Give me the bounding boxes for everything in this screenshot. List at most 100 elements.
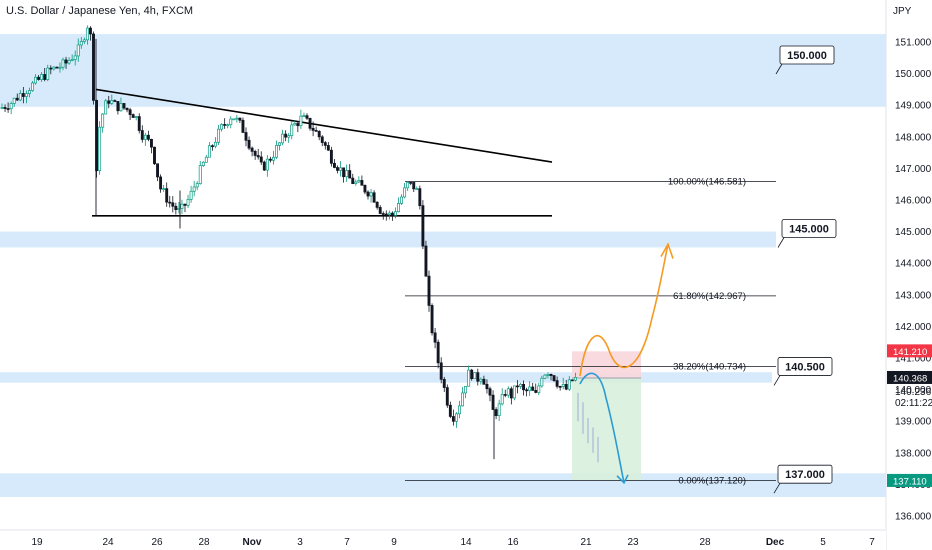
candlestick-series [0, 25, 599, 463]
price-tag-bg [887, 370, 932, 384]
candle [12, 97, 16, 107]
candle-body [101, 113, 105, 128]
candle [220, 123, 224, 132]
candle-body [235, 117, 239, 120]
candle [360, 175, 364, 186]
candle-body [394, 211, 397, 216]
candle-body [534, 390, 538, 393]
candle-body [43, 74, 47, 80]
candle-body [119, 103, 123, 112]
candle [491, 390, 495, 410]
candle [256, 148, 260, 160]
candle [418, 185, 422, 210]
candle [363, 184, 367, 195]
chart-title: U.S. Dollar / Japanese Yen, 4h, FXCM [6, 5, 193, 17]
scenario-arrows [579, 242, 674, 485]
candle [445, 384, 449, 408]
candle [515, 380, 519, 394]
candle [503, 389, 507, 398]
candle [28, 87, 31, 98]
price-tick-label: 149.000 [895, 101, 932, 112]
candle [290, 121, 294, 140]
candle [73, 50, 77, 66]
price-tag: 141.210 [887, 344, 932, 358]
candle [467, 365, 471, 387]
candle-body [333, 162, 336, 168]
price-tick-label: 148.000 [895, 132, 932, 143]
candle-body [122, 103, 126, 109]
price-tick-label: 147.000 [895, 164, 932, 175]
candle [317, 130, 321, 141]
candle-body [500, 394, 504, 405]
candle [448, 401, 452, 419]
trendlines [92, 88, 553, 217]
candle-body [476, 372, 480, 382]
candle [561, 377, 565, 390]
candle [455, 412, 458, 428]
candle [522, 380, 526, 396]
candle [275, 140, 278, 160]
candle [195, 181, 199, 191]
candle [211, 144, 214, 151]
time-axis[interactable]: 19 24 26 28 Nov 3 7 9 14 16 21 23 28 Dec 5 7 [31, 537, 875, 548]
candle [482, 375, 486, 385]
candle [436, 339, 440, 369]
candle [119, 97, 123, 112]
candle [183, 203, 187, 213]
candle-body [244, 132, 248, 141]
candle-body [64, 59, 68, 64]
candle [272, 150, 275, 165]
candle-body [308, 117, 312, 129]
price-tick-label: 141.000 [895, 354, 932, 365]
candle [0, 103, 4, 110]
candle [458, 400, 461, 419]
candle [336, 165, 339, 174]
projected-candle [597, 437, 599, 463]
price-tick-label: 150.000 [895, 69, 932, 80]
candle-body [378, 207, 382, 214]
candle-body [52, 66, 56, 70]
candle [247, 136, 251, 151]
candle-body [55, 66, 59, 69]
candle-body [88, 27, 92, 35]
candle-body [183, 203, 187, 206]
descending-trendline [95, 88, 553, 163]
time-tick-label: 3 [297, 537, 303, 548]
candle-body [299, 115, 303, 127]
candle-body [250, 147, 254, 152]
candle [348, 164, 352, 179]
candle-body [174, 205, 178, 210]
candle [229, 116, 233, 129]
candle [314, 126, 318, 132]
candle [113, 99, 117, 102]
candle-body [433, 332, 437, 343]
candle [250, 146, 254, 157]
candle-body [329, 149, 333, 164]
candle-body [95, 100, 98, 172]
candle-body [143, 134, 147, 140]
sr-zone-145-000 [0, 231, 776, 248]
candle-body [519, 384, 522, 387]
candle-body [70, 59, 74, 61]
price-axis[interactable]: 136.000137.000138.000139.000140.000141.0… [887, 38, 932, 523]
candle-body [201, 161, 205, 166]
candle-body [287, 135, 291, 138]
candle-body [512, 385, 516, 399]
candle-body [558, 385, 562, 388]
candle-body [214, 141, 217, 147]
price-tag-bg [887, 473, 932, 487]
candle-body [21, 93, 25, 97]
candle [387, 210, 391, 220]
bullish-arrow-head [660, 242, 674, 259]
time-tick-label: 21 [580, 537, 592, 548]
candle-body [104, 100, 108, 115]
candle [326, 142, 330, 151]
candle-body [525, 389, 529, 392]
candle [473, 372, 477, 380]
candle-body [9, 103, 13, 110]
candle-body [439, 362, 443, 380]
candle [299, 109, 303, 129]
candle [204, 155, 208, 163]
candle-body [552, 375, 556, 381]
